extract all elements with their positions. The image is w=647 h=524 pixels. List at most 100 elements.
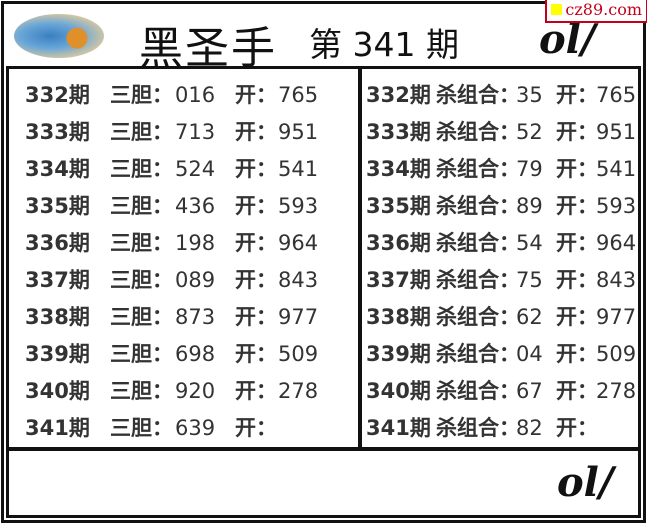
period: 339期: [366, 342, 431, 366]
sandan-panel: 332期 三胆： 016 开： 765 333期 三胆： 713 开： 951 334期 三胆： 524…: [6, 66, 361, 450]
label: 三胆：: [110, 305, 173, 329]
label: 杀组合：: [436, 379, 520, 403]
label: 杀组合：: [436, 120, 520, 144]
open-label: 开：: [235, 379, 277, 403]
open-label: 开：: [235, 416, 277, 440]
value: 089: [175, 268, 216, 292]
open-label: 开：: [556, 157, 598, 181]
period: 335期: [25, 194, 90, 218]
result: 593: [278, 194, 319, 218]
open-label: 开：: [556, 379, 598, 403]
result: 951: [596, 120, 637, 144]
open-label: 开：: [235, 194, 277, 218]
period: 333期: [25, 120, 90, 144]
label: 三胆：: [110, 231, 173, 255]
value: 713: [175, 120, 216, 144]
header: 黑圣手 第 341 期 ol/: [4, 4, 643, 74]
result: 278: [596, 379, 637, 403]
open-label: 开：: [556, 305, 598, 329]
label: 杀组合：: [436, 416, 520, 440]
result: 509: [278, 342, 319, 366]
result: 765: [596, 83, 637, 107]
open-label: 开：: [556, 194, 598, 218]
label: 杀组合：: [436, 305, 520, 329]
open-label: 开：: [235, 268, 277, 292]
period: 334期: [25, 157, 90, 181]
label: 三胆：: [110, 157, 173, 181]
result: 278: [278, 379, 319, 403]
result: 977: [596, 305, 637, 329]
result: 964: [596, 231, 637, 255]
result: 843: [596, 268, 637, 292]
open-label: 开：: [235, 342, 277, 366]
period: 340期: [366, 379, 431, 403]
value: 198: [175, 231, 216, 255]
result: 977: [278, 305, 319, 329]
label: 三胆：: [110, 268, 173, 292]
value: 524: [175, 157, 216, 181]
period: 337期: [366, 268, 431, 292]
logo-image: [14, 14, 104, 58]
open-label: 开：: [556, 268, 598, 292]
value: 873: [175, 305, 216, 329]
label: 杀组合：: [436, 194, 520, 218]
open-label: 开：: [235, 305, 277, 329]
issue-number: 第 341 期: [309, 25, 459, 64]
value: 436: [175, 194, 216, 218]
open-label: 开：: [235, 231, 277, 255]
period: 338期: [25, 305, 90, 329]
watermark-badge: cz89.com: [545, 0, 647, 23]
period: 341期: [25, 416, 90, 440]
period: 336期: [25, 231, 90, 255]
open-label: 开：: [235, 120, 277, 144]
ok-hand-icon: ol/: [557, 459, 614, 506]
value: 82: [516, 416, 543, 440]
kill-combo-panel: 332期 杀组合： 35 开： 765 333期 杀组合： 52 开： 951 334期 杀组合： 79…: [359, 66, 641, 450]
label: 三胆：: [110, 83, 173, 107]
label: 三胆：: [110, 416, 173, 440]
result: 964: [278, 231, 319, 255]
watermark-text: cz89.com: [565, 0, 642, 19]
period: 335期: [366, 194, 431, 218]
open-label: 开：: [556, 83, 598, 107]
label: 三胆：: [110, 194, 173, 218]
result: 843: [278, 268, 319, 292]
result: 509: [596, 342, 637, 366]
value: 639: [175, 416, 216, 440]
result: 765: [278, 83, 319, 107]
result: 541: [278, 157, 319, 181]
label: 杀组合：: [436, 157, 520, 181]
value: 35: [516, 83, 543, 107]
open-label: 开：: [235, 83, 277, 107]
value: 52: [516, 120, 543, 144]
period: 332期: [25, 83, 90, 107]
open-label: 开：: [556, 342, 598, 366]
period: 333期: [366, 120, 431, 144]
footer-box: ol/: [6, 448, 641, 518]
label: 杀组合：: [436, 83, 520, 107]
value: 62: [516, 305, 543, 329]
period: 339期: [25, 342, 90, 366]
result: 593: [596, 194, 637, 218]
period: 336期: [366, 231, 431, 255]
value: 79: [516, 157, 543, 181]
value: 67: [516, 379, 543, 403]
result: 951: [278, 120, 319, 144]
value: 698: [175, 342, 216, 366]
value: 920: [175, 379, 216, 403]
ok-hand-icon: ol/: [539, 16, 596, 63]
label: 三胆：: [110, 342, 173, 366]
open-label: 开：: [556, 120, 598, 144]
open-label: 开：: [556, 416, 598, 440]
value: 89: [516, 194, 543, 218]
period: 341期: [366, 416, 431, 440]
period: 340期: [25, 379, 90, 403]
label: 三胆：: [110, 379, 173, 403]
label: 杀组合：: [436, 231, 520, 255]
page-title: 黑圣手: [139, 23, 277, 74]
period: 332期: [366, 83, 431, 107]
label: 三胆：: [110, 120, 173, 144]
value: 54: [516, 231, 543, 255]
value: 04: [516, 342, 543, 366]
